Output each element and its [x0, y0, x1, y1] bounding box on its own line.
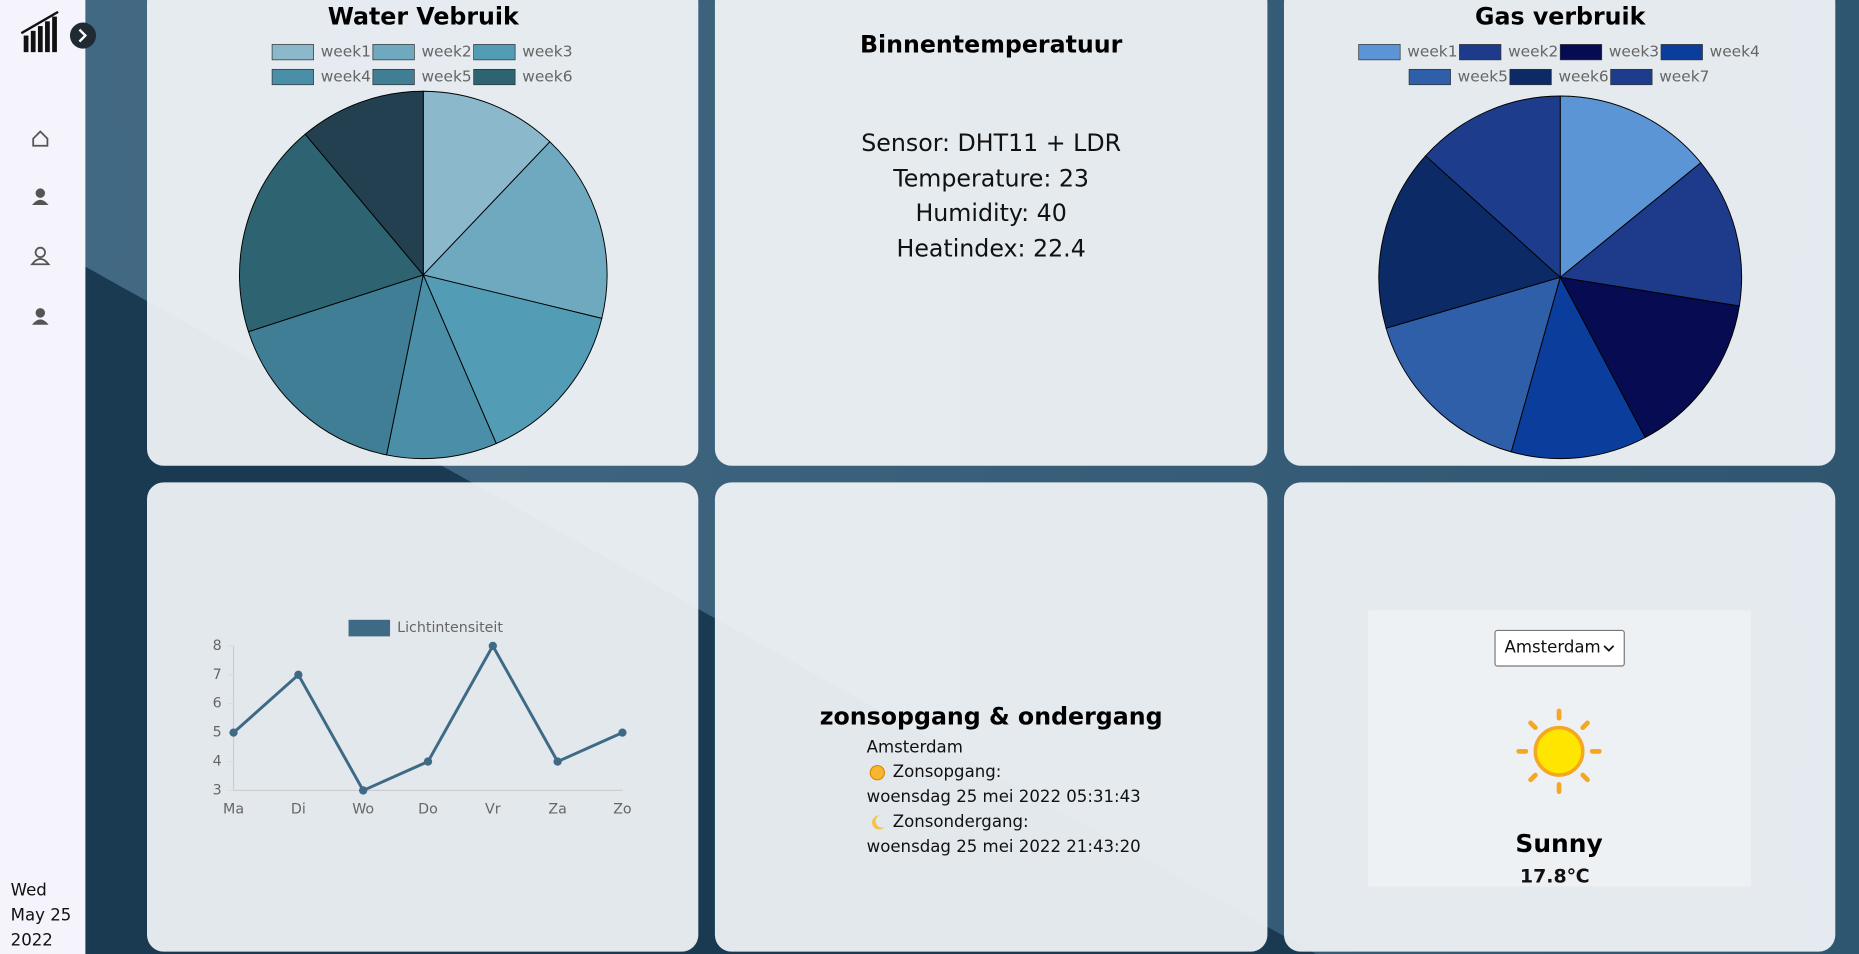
- legend-swatch: [1660, 44, 1703, 61]
- pie-slice: [304, 90, 424, 277]
- y-tick-label: 4: [213, 754, 222, 770]
- card: [714, 0, 1268, 466]
- y-tick-label: 3: [213, 782, 222, 798]
- pie-slice: [1378, 155, 1562, 329]
- pie-slice: [1510, 276, 1646, 460]
- card: [714, 482, 1268, 952]
- sunrise-icon: [869, 764, 886, 781]
- pie-slice: [1424, 95, 1561, 279]
- legend-swatch: [372, 44, 415, 61]
- point: [553, 757, 562, 766]
- sunset-label: Zonsondergang:: [893, 812, 1029, 831]
- legend-swatch: [271, 44, 314, 61]
- point: [229, 728, 238, 737]
- pie-slice: [239, 133, 425, 333]
- pie-slice: [422, 141, 608, 319]
- pie-slice: [1559, 95, 1702, 279]
- legend-swatch: [372, 68, 415, 86]
- weather-icon: [1516, 708, 1602, 795]
- x-tick-label: Za: [548, 801, 566, 817]
- sunrise-label: Zonsopgang:: [893, 762, 1002, 781]
- pie-slice: [1559, 162, 1743, 307]
- legend-swatch: [1358, 44, 1401, 61]
- legend-swatch: [1509, 68, 1552, 86]
- point: [618, 728, 627, 737]
- x-tick-label: Vr: [485, 801, 501, 817]
- legend-label: week6: [522, 68, 572, 86]
- pie-slice: [422, 274, 603, 445]
- point: [359, 786, 368, 795]
- legend-swatch: [1610, 68, 1653, 86]
- pie-slice: [1385, 276, 1561, 453]
- legend-label: week7: [1659, 68, 1709, 86]
- pie-slice: [247, 274, 424, 456]
- date-month: May 25: [11, 906, 72, 925]
- chart-title: Water Vebruik: [328, 2, 520, 30]
- legend-label: week5: [1458, 68, 1508, 86]
- legend-swatch: [1559, 44, 1603, 61]
- legend-label: Lichtintensiteit: [397, 620, 503, 636]
- legend-swatch: [473, 44, 516, 61]
- sensor-line: Humidity: 40: [915, 199, 1066, 227]
- toggle-arrow: [78, 28, 88, 43]
- home-icon[interactable]: [32, 130, 49, 147]
- legend-label: week2: [1508, 43, 1558, 61]
- legend-label: week5: [421, 68, 471, 86]
- sun-city: Amsterdam: [867, 737, 963, 756]
- legend-swatch: [348, 619, 391, 637]
- y-tick-label: 5: [213, 725, 222, 741]
- sensor-line: Temperature: 23: [892, 165, 1089, 193]
- city-select-value[interactable]: Amsterdam: [1505, 638, 1601, 657]
- pie-slice: [422, 90, 551, 277]
- sunset-icon: [872, 815, 885, 830]
- legend-label: week6: [1558, 68, 1608, 86]
- legend-label: week4: [1710, 43, 1760, 61]
- weather-temperature: 17.8℃: [1520, 865, 1590, 887]
- legend-label: week3: [522, 43, 572, 61]
- x-tick-label: Di: [291, 801, 306, 817]
- sidebar-toggle[interactable]: [69, 22, 97, 49]
- point: [488, 641, 497, 651]
- pie-slice: [1559, 276, 1740, 439]
- legend-label: week3: [1609, 43, 1659, 61]
- point: [423, 757, 433, 766]
- legend-swatch: [271, 68, 314, 86]
- legend-swatch: [1459, 44, 1502, 61]
- x-tick-label: Zo: [613, 801, 631, 817]
- legend-label: week1: [321, 43, 371, 61]
- card-title: zonsopgang & ondergang: [820, 703, 1163, 731]
- card: [147, 482, 699, 952]
- sunrise-time: woensdag 25 mei 2022 05:31:43: [867, 787, 1141, 806]
- date-day: Wed: [11, 881, 47, 900]
- city-select[interactable]: [1494, 629, 1625, 667]
- user-icon[interactable]: [32, 188, 49, 206]
- user-outline-icon[interactable]: [30, 246, 51, 266]
- legend-swatch: [473, 68, 516, 86]
- sensor-line: Sensor: DHT11 + LDR: [861, 129, 1121, 157]
- legend-label: week2: [421, 43, 471, 61]
- point: [294, 670, 303, 679]
- legend-swatch: [1408, 68, 1451, 86]
- x-tick-label: Wo: [352, 801, 374, 817]
- legend-label: week1: [1407, 43, 1457, 61]
- card-title: Binnentemperatuur: [860, 31, 1123, 59]
- sunset-time: woensdag 25 mei 2022 21:43:20: [867, 837, 1141, 856]
- sidebar: [0, 0, 86, 954]
- x-tick-label: Do: [418, 801, 438, 817]
- chart-title: Gas verbruik: [1475, 2, 1647, 30]
- user-icon[interactable]: [32, 308, 49, 325]
- sensor-line: Heatindex: 22.4: [897, 235, 1086, 263]
- date-year: 2022: [11, 930, 53, 949]
- x-tick-label: Ma: [223, 801, 244, 817]
- y-tick-label: 8: [213, 638, 222, 654]
- legend-label: week4: [321, 68, 371, 86]
- weather-condition: Sunny: [1515, 829, 1602, 858]
- logo: [20, 10, 59, 53]
- y-tick-label: 6: [213, 696, 222, 712]
- select-chevron: [1603, 645, 1615, 652]
- y-tick-label: 7: [213, 667, 222, 683]
